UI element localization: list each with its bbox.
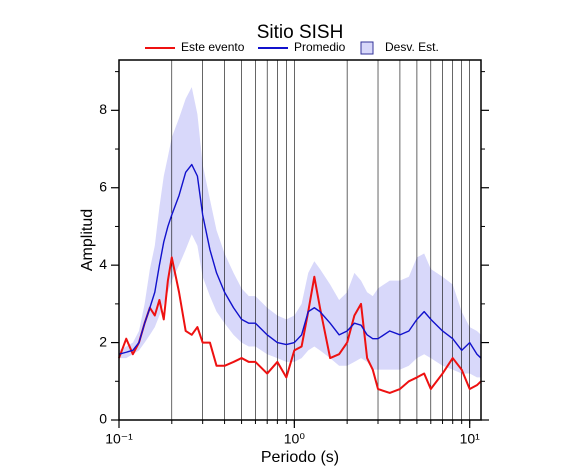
series-line	[118, 163, 482, 359]
y-tick-label: 8	[99, 101, 107, 117]
y-tick-label: 2	[99, 333, 107, 349]
y-tick-label: 6	[99, 178, 107, 194]
y-tick-label: 0	[99, 411, 107, 427]
x-tick-label: 10⁰	[284, 431, 306, 447]
legend-label: Desv. Est.	[385, 40, 439, 54]
std-band	[119, 87, 481, 378]
y-axis-label: Amplitud	[79, 209, 96, 271]
series-line	[118, 256, 482, 394]
chart-title: Sitio SISH	[257, 22, 344, 43]
x-tick-label: 10¹	[460, 431, 481, 447]
legend-label: Promedio	[294, 40, 346, 54]
x-axis-label: Periodo (s)	[261, 449, 339, 466]
legend-swatch	[360, 41, 374, 55]
x-tick-label: 10⁻¹	[105, 431, 133, 447]
legend-label: Este evento	[181, 40, 245, 54]
y-tick-label: 4	[99, 256, 107, 272]
plot-frame	[118, 59, 482, 421]
